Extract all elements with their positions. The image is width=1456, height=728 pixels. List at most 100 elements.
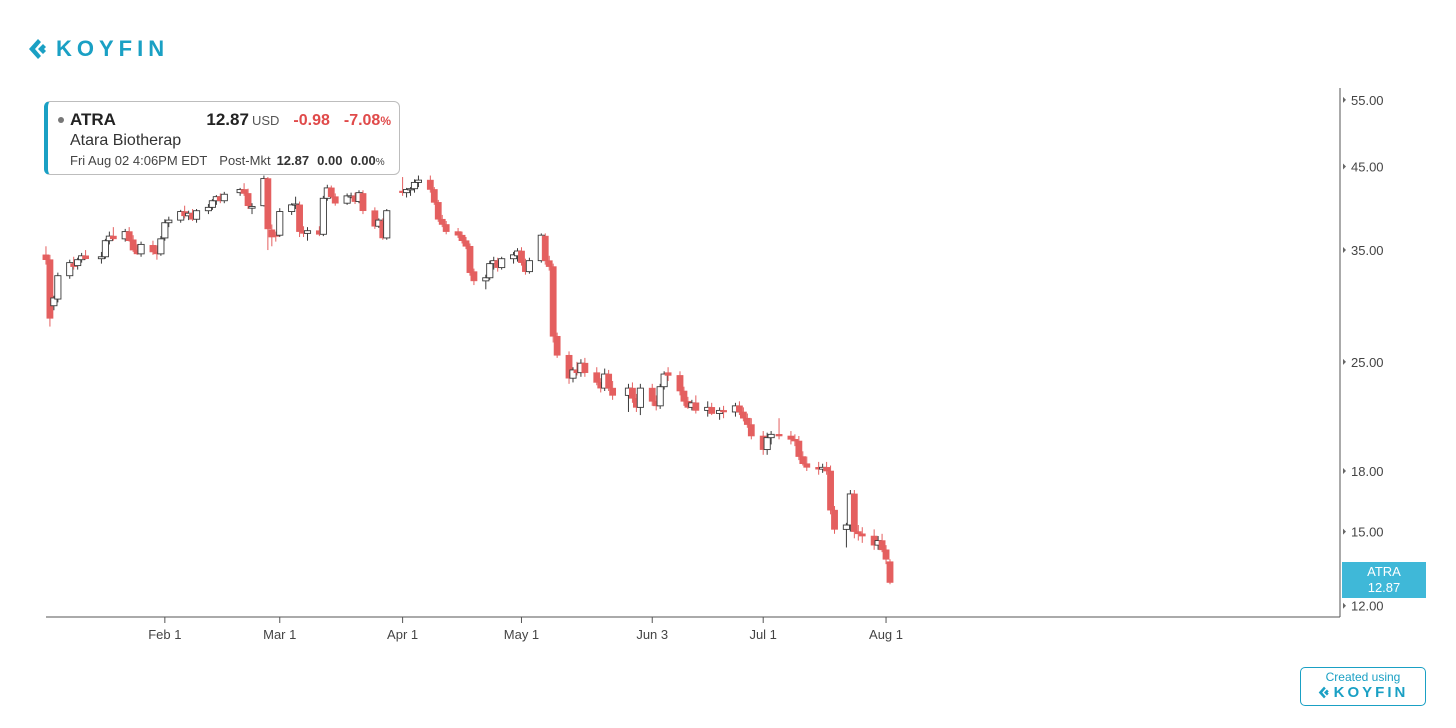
candle-body [605, 373, 613, 389]
y-tick-marker [1343, 358, 1346, 365]
candle-body [244, 193, 252, 206]
candle [799, 451, 807, 466]
candle-body [54, 275, 62, 300]
y-tick-marker [1343, 163, 1346, 170]
candle [470, 268, 478, 286]
created-using-badge[interactable]: Created using KOYFIN [1300, 667, 1426, 706]
candle [882, 545, 890, 565]
quote-change-pct-value: -7.08 [343, 112, 381, 129]
candle [406, 187, 415, 196]
candle-body [676, 375, 684, 392]
candle-body [129, 239, 137, 251]
candle [827, 465, 834, 515]
y-tick-marker [1343, 247, 1346, 254]
candle-body [747, 424, 755, 437]
candle [581, 357, 589, 377]
candle-body [268, 229, 276, 238]
candle-body [882, 549, 890, 560]
candle-body [629, 387, 636, 399]
candle [296, 201, 303, 238]
candle-body [850, 493, 858, 532]
candle-body [708, 407, 716, 414]
candle [858, 527, 866, 543]
candle-body [581, 362, 589, 373]
candle [743, 413, 751, 428]
candle-body [878, 540, 886, 551]
y-tick-marker [1343, 96, 1346, 103]
candle [569, 367, 577, 383]
candle [739, 407, 747, 422]
candle-body [791, 439, 799, 442]
candle-body [795, 440, 803, 457]
candle-body [161, 222, 169, 239]
candle [74, 257, 82, 270]
candle [442, 220, 450, 235]
price-tag-price: 12.87 [1367, 580, 1401, 595]
candle-body [498, 258, 506, 269]
candle-body [767, 433, 775, 439]
candle [676, 371, 684, 396]
candle-body [454, 231, 462, 236]
candle-body [66, 262, 74, 277]
candle [383, 209, 391, 240]
candle-body [296, 204, 303, 232]
candle-body [264, 178, 272, 230]
candle-body [331, 196, 339, 204]
candle [327, 185, 335, 199]
candle [680, 386, 688, 406]
candle [636, 383, 644, 416]
quote-currency: USD [251, 113, 280, 128]
candle-body [371, 210, 379, 227]
candle-body [886, 561, 894, 583]
candle [264, 177, 272, 251]
candle-body [319, 197, 327, 235]
candle [708, 402, 716, 416]
candle [268, 224, 276, 247]
candle [97, 251, 105, 264]
candle [850, 490, 858, 539]
candle [54, 272, 62, 303]
candle [525, 257, 533, 274]
candle-body [763, 437, 771, 451]
candle-body [569, 369, 577, 379]
candle-body [545, 260, 553, 267]
candle-body [410, 181, 419, 190]
y-tick-label: 35.00 [1351, 243, 1384, 258]
candle [518, 247, 525, 266]
candle [795, 435, 803, 461]
candle [831, 506, 838, 534]
candle [331, 193, 339, 206]
candle-body [165, 219, 173, 224]
candles-layer [42, 175, 894, 585]
x-tick-label: Jun 3 [636, 627, 668, 642]
candle [510, 251, 518, 264]
company-name: Atara Biotherap [70, 132, 182, 149]
candle-body [799, 456, 807, 465]
candle [101, 238, 109, 259]
candle-body [720, 410, 727, 413]
x-tick-label: May 1 [504, 627, 539, 642]
y-tick-marker [1343, 602, 1346, 609]
candle [46, 254, 54, 327]
candle-body [636, 387, 644, 408]
candle [541, 233, 549, 265]
candle [434, 199, 442, 222]
candle-body [248, 206, 256, 209]
status-dot-icon [58, 117, 64, 123]
y-tick-label: 55.00 [1351, 93, 1384, 108]
x-tick-label: Apr 1 [387, 627, 418, 642]
candle [466, 243, 474, 276]
candle [886, 559, 894, 585]
candle-body [288, 204, 296, 212]
candle [787, 431, 795, 445]
candle-body [541, 235, 549, 261]
candle-body [157, 238, 165, 255]
x-tick-label: Mar 1 [263, 627, 296, 642]
candle [870, 529, 878, 550]
candle [288, 203, 296, 215]
y-tick-label: 18.00 [1351, 464, 1384, 479]
candle-body [50, 297, 58, 307]
post-market-pct-value: 0.00 [350, 153, 376, 168]
candle [410, 179, 419, 193]
